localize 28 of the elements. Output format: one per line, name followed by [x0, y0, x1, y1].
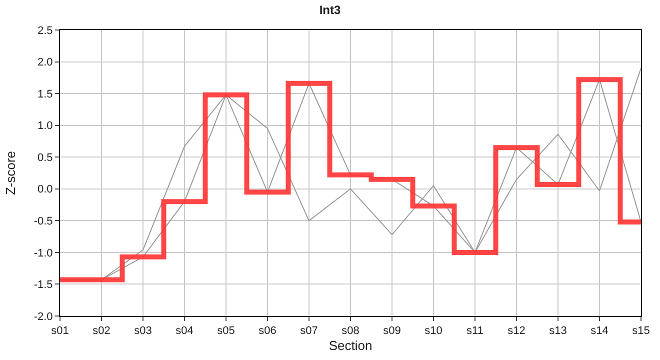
- y-tick-label: -1.5: [34, 279, 53, 292]
- x-tick-label: s09: [383, 325, 401, 338]
- y-tick-label: 0.5: [38, 152, 53, 164]
- x-tick-label: s03: [134, 325, 152, 338]
- y-tick-label: -1.0: [34, 247, 53, 260]
- y-axis-title: Z-score: [2, 150, 18, 196]
- x-tick-label: s12: [508, 325, 526, 338]
- x-tick-label: s10: [424, 325, 442, 338]
- x-tick-label: s02: [92, 325, 110, 338]
- x-tick-label: s01: [51, 325, 69, 338]
- x-tick-label: s07: [300, 325, 318, 338]
- x-tick-label: s05: [217, 325, 235, 338]
- x-tick-label: s11: [466, 325, 484, 338]
- y-tick-label: -0.5: [34, 216, 53, 228]
- y-tick-label: 1.5: [38, 88, 53, 100]
- x-tick-label: s14: [590, 325, 608, 338]
- x-tick-label: s04: [176, 325, 194, 338]
- y-tick-label: 2.5: [38, 24, 53, 37]
- x-tick-label: s13: [549, 325, 567, 338]
- x-tick-label: s08: [342, 325, 360, 338]
- y-tick-label: -2.0: [34, 310, 53, 323]
- x-tick-label: s15: [632, 325, 650, 338]
- chart-title: Int3: [319, 2, 341, 17]
- x-axis-title: Section: [328, 338, 372, 353]
- y-tick-label: 2.0: [38, 56, 53, 69]
- y-tick-label: 1.0: [38, 120, 53, 132]
- x-tick-label: s06: [258, 325, 276, 338]
- y-tick-label: 0.0: [38, 184, 53, 196]
